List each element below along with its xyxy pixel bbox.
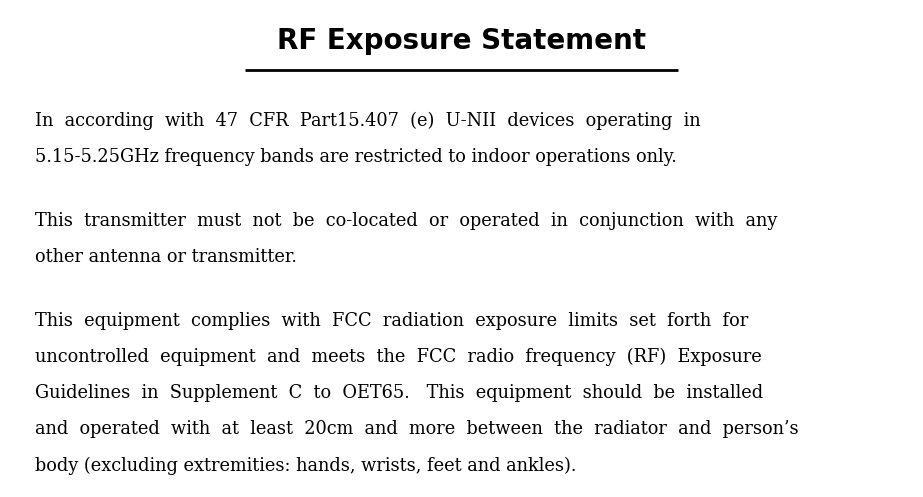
Text: other antenna or transmitter.: other antenna or transmitter. (35, 248, 297, 266)
Text: RF Exposure Statement: RF Exposure Statement (277, 27, 646, 55)
Text: and  operated  with  at  least  20cm  and  more  between  the  radiator  and  pe: and operated with at least 20cm and more… (35, 420, 798, 438)
Text: uncontrolled  equipment  and  meets  the  FCC  radio  frequency  (RF)  Exposure: uncontrolled equipment and meets the FCC… (35, 348, 761, 366)
Text: This  transmitter  must  not  be  co‑located  or  operated  in  conjunction  wit: This transmitter must not be co‑located … (35, 212, 777, 230)
Text: body (excluding extremities: hands, wrists, feet and ankles).: body (excluding extremities: hands, wris… (35, 457, 577, 475)
Text: Guidelines  in  Supplement  C  to  OET65.   This  equipment  should  be  install: Guidelines in Supplement C to OET65. Thi… (35, 384, 763, 402)
Text: 5.15‑5.25GHz frequency bands are restricted to indoor operations only.: 5.15‑5.25GHz frequency bands are restric… (35, 148, 677, 166)
Text: In  according  with  47  CFR  Part15.407  (e)  U‑NII  devices  operating  in: In according with 47 CFR Part15.407 (e) … (35, 112, 701, 130)
Text: This  equipment  complies  with  FCC  radiation  exposure  limits  set  forth  f: This equipment complies with FCC radiati… (35, 312, 749, 330)
